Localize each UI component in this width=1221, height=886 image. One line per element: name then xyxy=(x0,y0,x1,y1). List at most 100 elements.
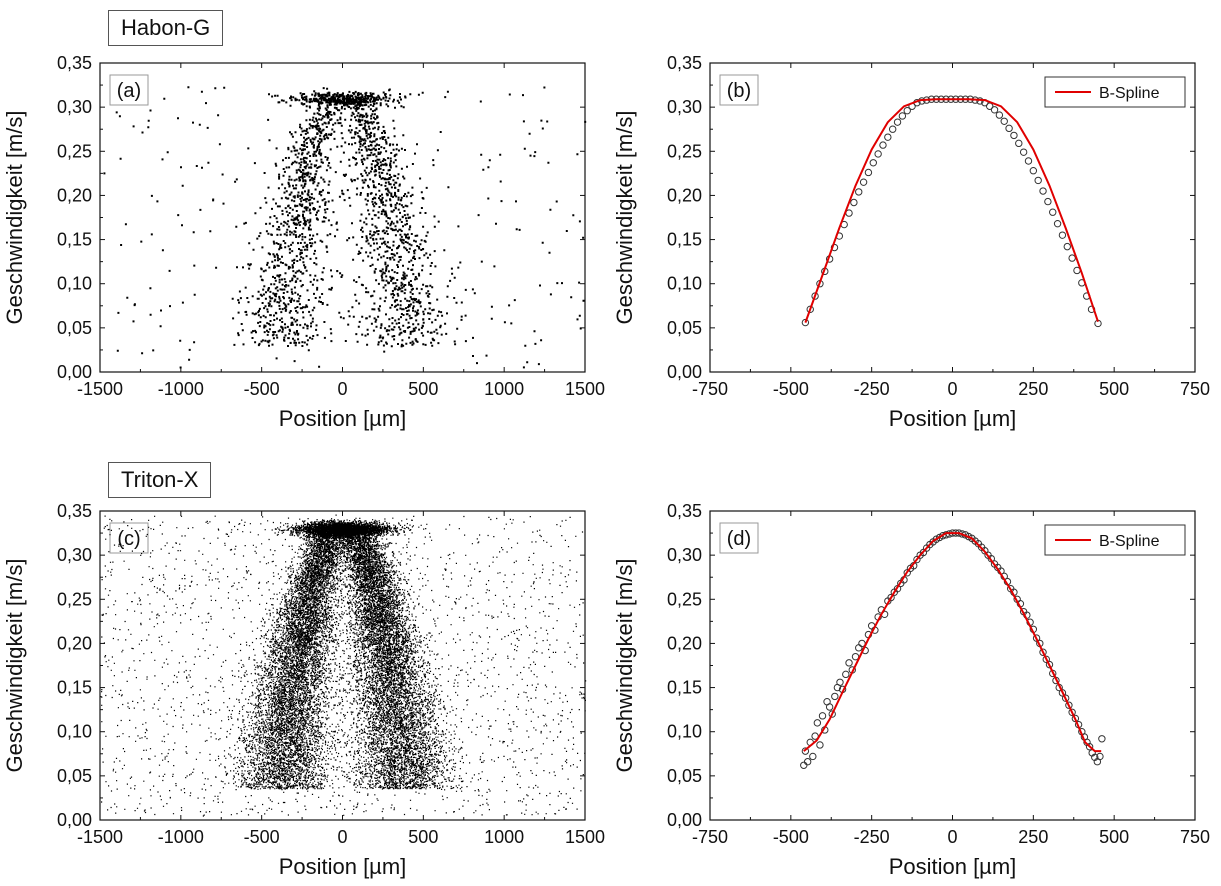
data-point xyxy=(1045,660,1054,669)
legend-entry: B-Spline xyxy=(1099,533,1160,550)
y-tick-label: 0,25 xyxy=(57,141,92,161)
data-point xyxy=(801,318,810,327)
x-tick-label: -500 xyxy=(773,379,809,399)
y-tick-label: 0,00 xyxy=(667,810,702,830)
panel-label-box xyxy=(719,522,759,554)
data-point xyxy=(855,188,863,196)
x-axis-label: Position [µm] xyxy=(889,854,1017,879)
y-tick-label: 0,35 xyxy=(57,53,92,73)
data-point xyxy=(1010,131,1018,140)
x-tick-label: -750 xyxy=(692,827,728,847)
panel-label: (a) xyxy=(109,74,149,106)
y-tick-label: 0,00 xyxy=(57,362,92,382)
data-point xyxy=(1034,176,1042,185)
y-tick-label: 0,10 xyxy=(57,722,92,742)
y-tick-label: 0,35 xyxy=(667,53,702,73)
data-point xyxy=(831,692,839,701)
y-axis-label: Geschwindigkeit [m/s] xyxy=(2,559,27,773)
chart-panel-c: -1500 -1000 -500 0 500 1000 1500 0,00 0,05 0,10 0,… xyxy=(2,501,605,879)
data-point xyxy=(855,644,863,652)
data-point xyxy=(1068,254,1076,262)
data-markers xyxy=(801,95,1102,328)
scatter-point-cloud xyxy=(100,514,587,817)
data-point xyxy=(879,141,887,149)
y-tick-label: 0,30 xyxy=(57,97,92,117)
data-point xyxy=(1015,139,1023,148)
y-tick-label: 0,00 xyxy=(667,362,702,382)
scatter-point-cloud xyxy=(103,86,587,369)
data-point xyxy=(898,112,907,120)
data-point xyxy=(1032,634,1041,642)
x-tick-label: 1500 xyxy=(565,379,605,399)
chart-panel-b: -750 -500 -250 0 250 500 750 0,00 0,05 0,10 0,15 0,… xyxy=(612,53,1210,431)
y-tick-label: 0,10 xyxy=(667,274,702,294)
x-tick-label: 1000 xyxy=(484,379,524,399)
plot-frame xyxy=(99,510,586,821)
data-point xyxy=(990,106,999,114)
data-point xyxy=(816,741,824,749)
data-point xyxy=(1042,655,1050,664)
data-point xyxy=(985,102,994,110)
y-tick-label: 0,10 xyxy=(667,722,702,742)
data-point xyxy=(845,659,853,667)
y-tick-label: 0,15 xyxy=(57,678,92,698)
x-tick-label: -500 xyxy=(244,379,280,399)
data-point xyxy=(893,118,902,126)
y-tick-label: 0,25 xyxy=(667,589,702,609)
data-point xyxy=(818,712,827,720)
y-tick-label: 0,30 xyxy=(667,545,702,565)
y-tick-label: 0,35 xyxy=(57,501,92,521)
x-tick-label: -250 xyxy=(854,379,890,399)
data-point xyxy=(1068,708,1076,716)
data-point xyxy=(809,752,817,761)
y-axis-label: Geschwindigkeit [m/s] xyxy=(612,559,637,773)
data-point xyxy=(874,150,882,158)
data-point xyxy=(884,133,892,141)
data-point xyxy=(869,159,877,167)
chart-panel-d: -750 -500 -250 0 250 500 750 0,00 0,05 0,10 0,15 0,… xyxy=(612,501,1210,879)
data-point xyxy=(813,719,822,727)
data-point xyxy=(801,747,810,755)
panel-label-text: (c) xyxy=(117,528,140,550)
x-tick-label: -1500 xyxy=(77,379,123,399)
plot-frame xyxy=(709,510,1196,821)
data-point xyxy=(888,125,897,133)
triton-x-label: Triton-X xyxy=(108,462,212,498)
y-tick-label: 0,30 xyxy=(57,545,92,565)
data-point xyxy=(864,168,873,177)
scatter-points xyxy=(103,86,587,369)
x-tick-label: 1000 xyxy=(484,827,524,847)
x-tick-label: 250 xyxy=(1018,379,1048,399)
data-point xyxy=(825,703,834,711)
x-tick-label: 500 xyxy=(1099,379,1129,399)
panel-label-box xyxy=(109,522,149,554)
plot-frame xyxy=(709,62,1196,373)
y-tick-label: 0,10 xyxy=(57,274,92,294)
data-point xyxy=(1058,231,1067,239)
data-point xyxy=(939,532,947,540)
x-tick-label: 0 xyxy=(947,379,957,399)
data-point xyxy=(859,178,868,186)
data-point xyxy=(1098,735,1106,743)
y-tick-label: 0,05 xyxy=(667,318,702,338)
chart-panel-a: -1500 -1000 -500 0 500 1000 1500 0,00 0,05 0,10 0,… xyxy=(2,53,605,431)
data-point xyxy=(1096,752,1104,761)
data-point xyxy=(1039,648,1047,656)
data-point xyxy=(1000,117,1008,125)
data-point xyxy=(1044,197,1052,206)
data-point xyxy=(842,670,850,679)
y-axis-label: Geschwindigkeit [m/s] xyxy=(2,111,27,325)
x-tick-label: 0 xyxy=(947,827,957,847)
panel-label-text: (d) xyxy=(727,528,751,550)
data-point xyxy=(1029,167,1038,175)
panel-label: (b) xyxy=(719,74,759,106)
data-point xyxy=(803,758,812,766)
y-tick-label: 0,05 xyxy=(57,318,92,338)
data-point xyxy=(1063,242,1071,251)
x-tick-label: 750 xyxy=(1180,379,1210,399)
data-point xyxy=(887,593,895,602)
data-point xyxy=(995,111,1004,119)
x-tick-label: -1000 xyxy=(158,379,204,399)
x-tick-label: -250 xyxy=(854,827,890,847)
